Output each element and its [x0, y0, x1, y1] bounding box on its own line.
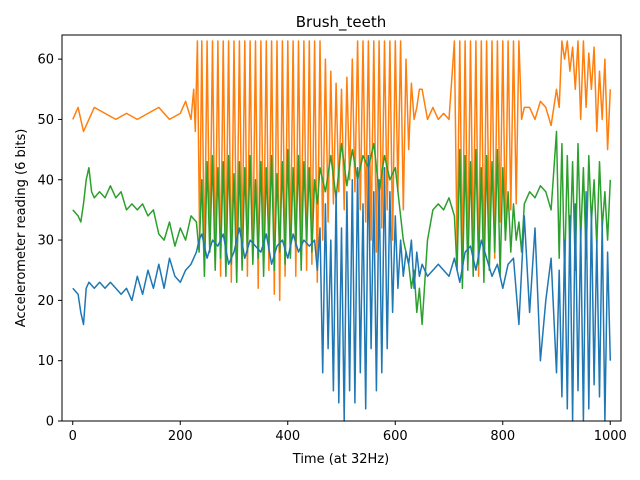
x-tick-label: 200 [168, 429, 193, 444]
series-layer [72, 40, 612, 422]
y-axis-ticks: 0 10 20 30 40 50 60 [37, 53, 62, 430]
y-tick-label: 50 [37, 113, 54, 128]
y-tick-label: 60 [37, 53, 54, 68]
y-tick-label: 30 [37, 234, 54, 249]
x-tick-label: 800 [490, 429, 515, 444]
x-axis-ticks: 0 200 400 600 800 1000 [69, 421, 627, 444]
chart-title: Brush_teeth [296, 13, 387, 32]
y-tick-label: 0 [46, 415, 54, 430]
series-line-2 [72, 154, 612, 422]
x-tick-label: 600 [383, 429, 408, 444]
x-tick-label: 400 [275, 429, 300, 444]
series-line-1 [72, 130, 612, 326]
y-axis-label: Accelerometer reading (6 bits) [14, 129, 29, 328]
x-tick-label: 1000 [594, 429, 627, 444]
x-tick-label: 0 [69, 429, 77, 444]
y-tick-label: 10 [37, 354, 54, 369]
y-tick-label: 20 [37, 294, 54, 309]
y-tick-label: 40 [37, 173, 54, 188]
plot-area-frame [61, 34, 622, 422]
series-line-0 [72, 40, 612, 302]
x-axis-label: Time (at 32Hz) [292, 452, 389, 467]
